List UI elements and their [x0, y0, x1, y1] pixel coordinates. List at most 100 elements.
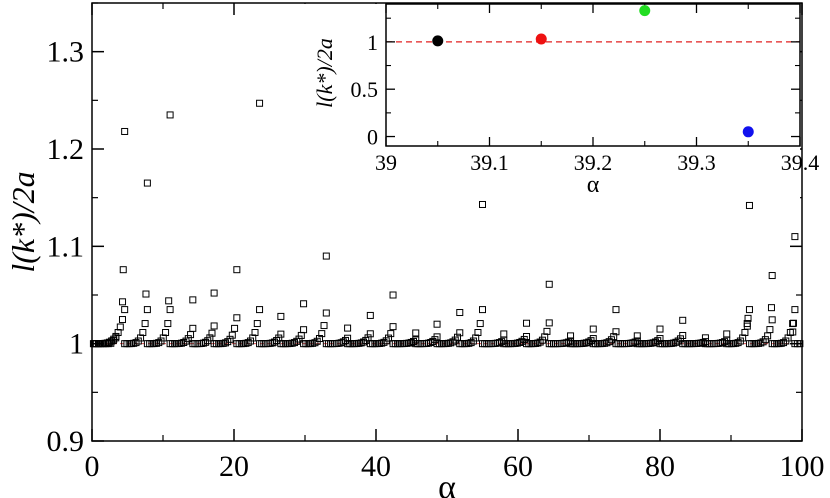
- data-point: [768, 316, 776, 324]
- data-point: [412, 336, 420, 344]
- data-point: [567, 332, 575, 340]
- data-point: [366, 311, 374, 319]
- data-point: [244, 339, 252, 347]
- main-y-axis-label: l(k*)/2a: [5, 171, 41, 272]
- data-point: [121, 127, 129, 135]
- data-point: [755, 339, 763, 347]
- inset-background: [300, 4, 800, 200]
- data-point: [610, 333, 618, 341]
- inset-y-tick-label: 0: [367, 125, 378, 150]
- main-y-tick-label: 0.9: [47, 425, 85, 458]
- data-point: [545, 319, 553, 327]
- data-point: [206, 334, 214, 342]
- inset-y-axis-label: l(k*)/2a: [312, 38, 337, 108]
- data-point: [311, 339, 319, 347]
- inset-data-point: [432, 35, 444, 47]
- data-point: [541, 333, 549, 341]
- data-point: [543, 327, 551, 335]
- data-point: [231, 324, 239, 332]
- inset-data-point: [742, 126, 754, 138]
- data-point: [180, 338, 188, 346]
- data-point: [233, 314, 241, 322]
- data-point: [357, 339, 365, 347]
- inset-x-tick-label: 39.2: [574, 150, 613, 175]
- inset-data-points: [432, 5, 754, 138]
- data-point: [766, 326, 774, 334]
- data-point: [249, 334, 257, 342]
- data-point: [513, 339, 521, 347]
- data-point: [309, 339, 317, 347]
- data-point: [409, 337, 417, 345]
- data-point: [219, 339, 227, 347]
- inset-x-tick-labels: 39 39.1 39.2 39.3 39.4: [375, 150, 819, 175]
- main-x-tick-label: 80: [645, 450, 675, 483]
- data-point: [139, 329, 147, 337]
- data-point: [791, 306, 799, 314]
- inset-y-tick-labels: 00.51: [351, 30, 379, 150]
- data-point: [732, 339, 740, 347]
- inset-plot: 39 39.1 39.2 39.3 39.4 00.51 α l(k*)/2a: [300, 3, 819, 200]
- data-point: [649, 339, 657, 347]
- data-point: [780, 339, 788, 347]
- data-point: [723, 330, 731, 338]
- data-point: [605, 338, 613, 346]
- data-point: [496, 339, 504, 347]
- data-point: [387, 330, 395, 338]
- main-x-tick-label: 20: [219, 450, 249, 483]
- data-point: [745, 306, 753, 314]
- data-point: [166, 111, 174, 119]
- data-point: [429, 337, 437, 345]
- data-point: [670, 339, 678, 347]
- main-x-tick-label: 60: [503, 450, 533, 483]
- data-point: [226, 335, 234, 343]
- inset-data-point: [535, 33, 547, 45]
- data-point: [582, 339, 590, 347]
- inset-x-tick-label: 39.1: [470, 150, 509, 175]
- data-point: [300, 300, 308, 308]
- data-point: [476, 320, 484, 328]
- data-point: [679, 316, 687, 324]
- data-point: [545, 280, 553, 288]
- main-y-tick-labels: 0.9 1 1.1 1.2 1.3: [47, 36, 85, 458]
- data-point: [119, 298, 127, 306]
- data-point: [318, 330, 326, 338]
- data-point: [523, 319, 531, 327]
- data-point: [152, 339, 160, 347]
- main-y-tick-label: 1.3: [47, 36, 85, 69]
- data-point: [114, 329, 122, 337]
- data-point: [500, 330, 508, 338]
- data-point: [384, 334, 392, 342]
- data-point: [224, 338, 232, 346]
- data-point: [118, 316, 126, 324]
- inset-y-tick-label: 1: [367, 30, 378, 55]
- data-point: [777, 339, 785, 347]
- main-y-tick-label: 1.1: [47, 230, 85, 263]
- data-point: [699, 338, 707, 346]
- data-point: [162, 329, 170, 337]
- data-point: [277, 312, 285, 320]
- data-point: [251, 329, 259, 337]
- data-point: [656, 325, 664, 333]
- data-point: [116, 323, 124, 331]
- data-point: [744, 314, 752, 322]
- data-point: [601, 339, 609, 347]
- main-y-tick-label: 1: [69, 328, 84, 361]
- data-point: [523, 333, 531, 341]
- data-point: [498, 338, 506, 346]
- data-point: [612, 328, 620, 336]
- main-x-tick-label: 100: [780, 450, 825, 483]
- data-point: [142, 290, 150, 298]
- main-plot: 0 20 40 60 80 100 0.9 1 1.1 1.2 1.3 α l(k*)/2a: [5, 2, 825, 498]
- data-point: [199, 339, 207, 347]
- data-point: [743, 322, 751, 330]
- data-point: [221, 339, 229, 347]
- data-point: [344, 334, 352, 342]
- data-point: [112, 334, 120, 342]
- data-point: [679, 331, 687, 339]
- data-point: [268, 339, 276, 347]
- main-x-tick-label: 0: [85, 450, 100, 483]
- data-point: [210, 289, 218, 297]
- data-point: [202, 338, 210, 346]
- inset-x-tick-label: 39.3: [677, 150, 716, 175]
- data-point: [130, 339, 138, 347]
